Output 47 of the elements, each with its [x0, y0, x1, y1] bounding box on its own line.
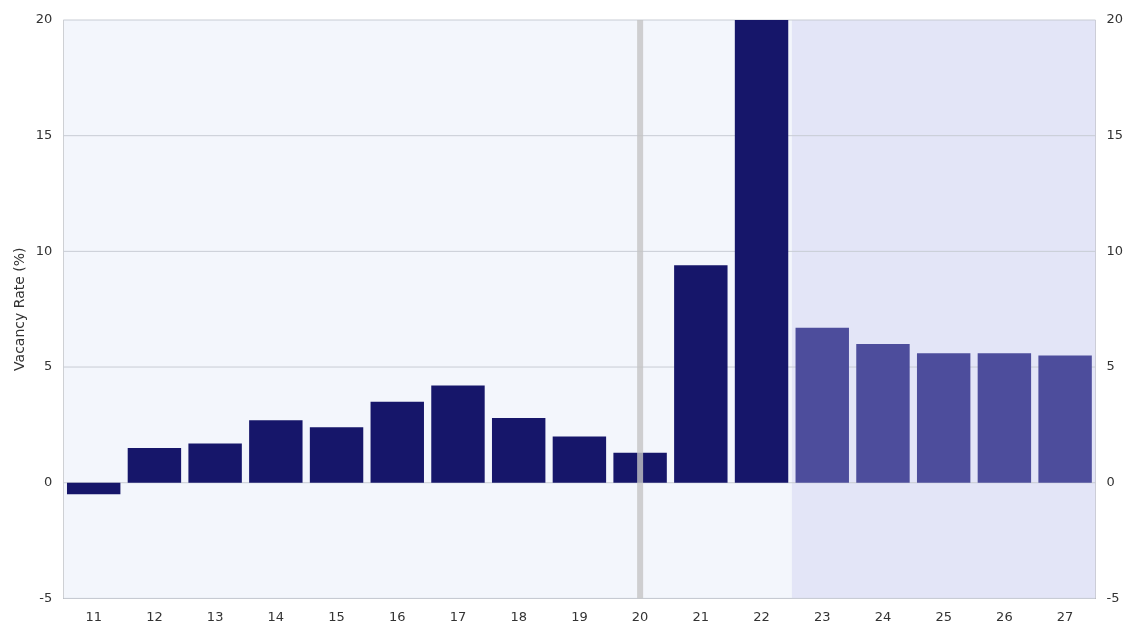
x-tick-label: 27 [1056, 608, 1074, 624]
y2-tick-label: -5 [1106, 589, 1120, 605]
y2-tick-label: 10 [1106, 242, 1123, 258]
bar [795, 327, 849, 483]
x-tick-label: 12 [146, 608, 163, 624]
bar [370, 401, 424, 483]
y-tick-label: 20 [35, 11, 53, 27]
x-tick-label: 13 [206, 608, 224, 624]
y-tick-label: 10 [35, 242, 53, 258]
bar [431, 385, 485, 483]
x-tick-label: 15 [328, 608, 345, 624]
bar [309, 427, 364, 483]
x-tick-label: 24 [874, 608, 892, 624]
x-tick-label: 18 [510, 608, 527, 624]
x-tick-label: 25 [935, 608, 952, 624]
y-axis-title: Vacancy Rate (%) [11, 247, 28, 371]
bar [734, 20, 789, 483]
y2-tick-label: 0 [1106, 474, 1115, 490]
bar [613, 452, 667, 483]
x-tick-label: 16 [388, 608, 406, 624]
x-tick-label: 17 [449, 608, 467, 624]
x-tick-label: 19 [571, 608, 588, 624]
x-tick-label: 21 [692, 608, 710, 624]
bar [491, 417, 546, 483]
y2-tick-label: 15 [1106, 127, 1123, 143]
bar [977, 353, 1032, 483]
bar [66, 482, 121, 495]
x-tick-label: 11 [85, 608, 102, 624]
y2-tick-label: 5 [1106, 358, 1115, 374]
bar [552, 436, 607, 483]
bar [856, 343, 910, 483]
x-tick-label: 26 [996, 608, 1013, 624]
y-tick-label: 5 [44, 358, 53, 374]
bar [127, 448, 182, 483]
x-tick-label: 14 [267, 608, 285, 624]
x-tick-label: 22 [753, 608, 770, 624]
y2-tick-label: 20 [1106, 11, 1123, 27]
x-tick-label: 23 [813, 608, 831, 624]
y-tick-label: -5 [39, 589, 53, 605]
y-tick-label: 0 [44, 474, 53, 490]
x-tick-label: 20 [631, 608, 649, 624]
bar [1038, 355, 1092, 483]
bar [249, 420, 303, 483]
bar [674, 265, 728, 483]
bar [188, 443, 242, 483]
bar [916, 353, 971, 483]
y-tick-label: 15 [35, 127, 53, 143]
